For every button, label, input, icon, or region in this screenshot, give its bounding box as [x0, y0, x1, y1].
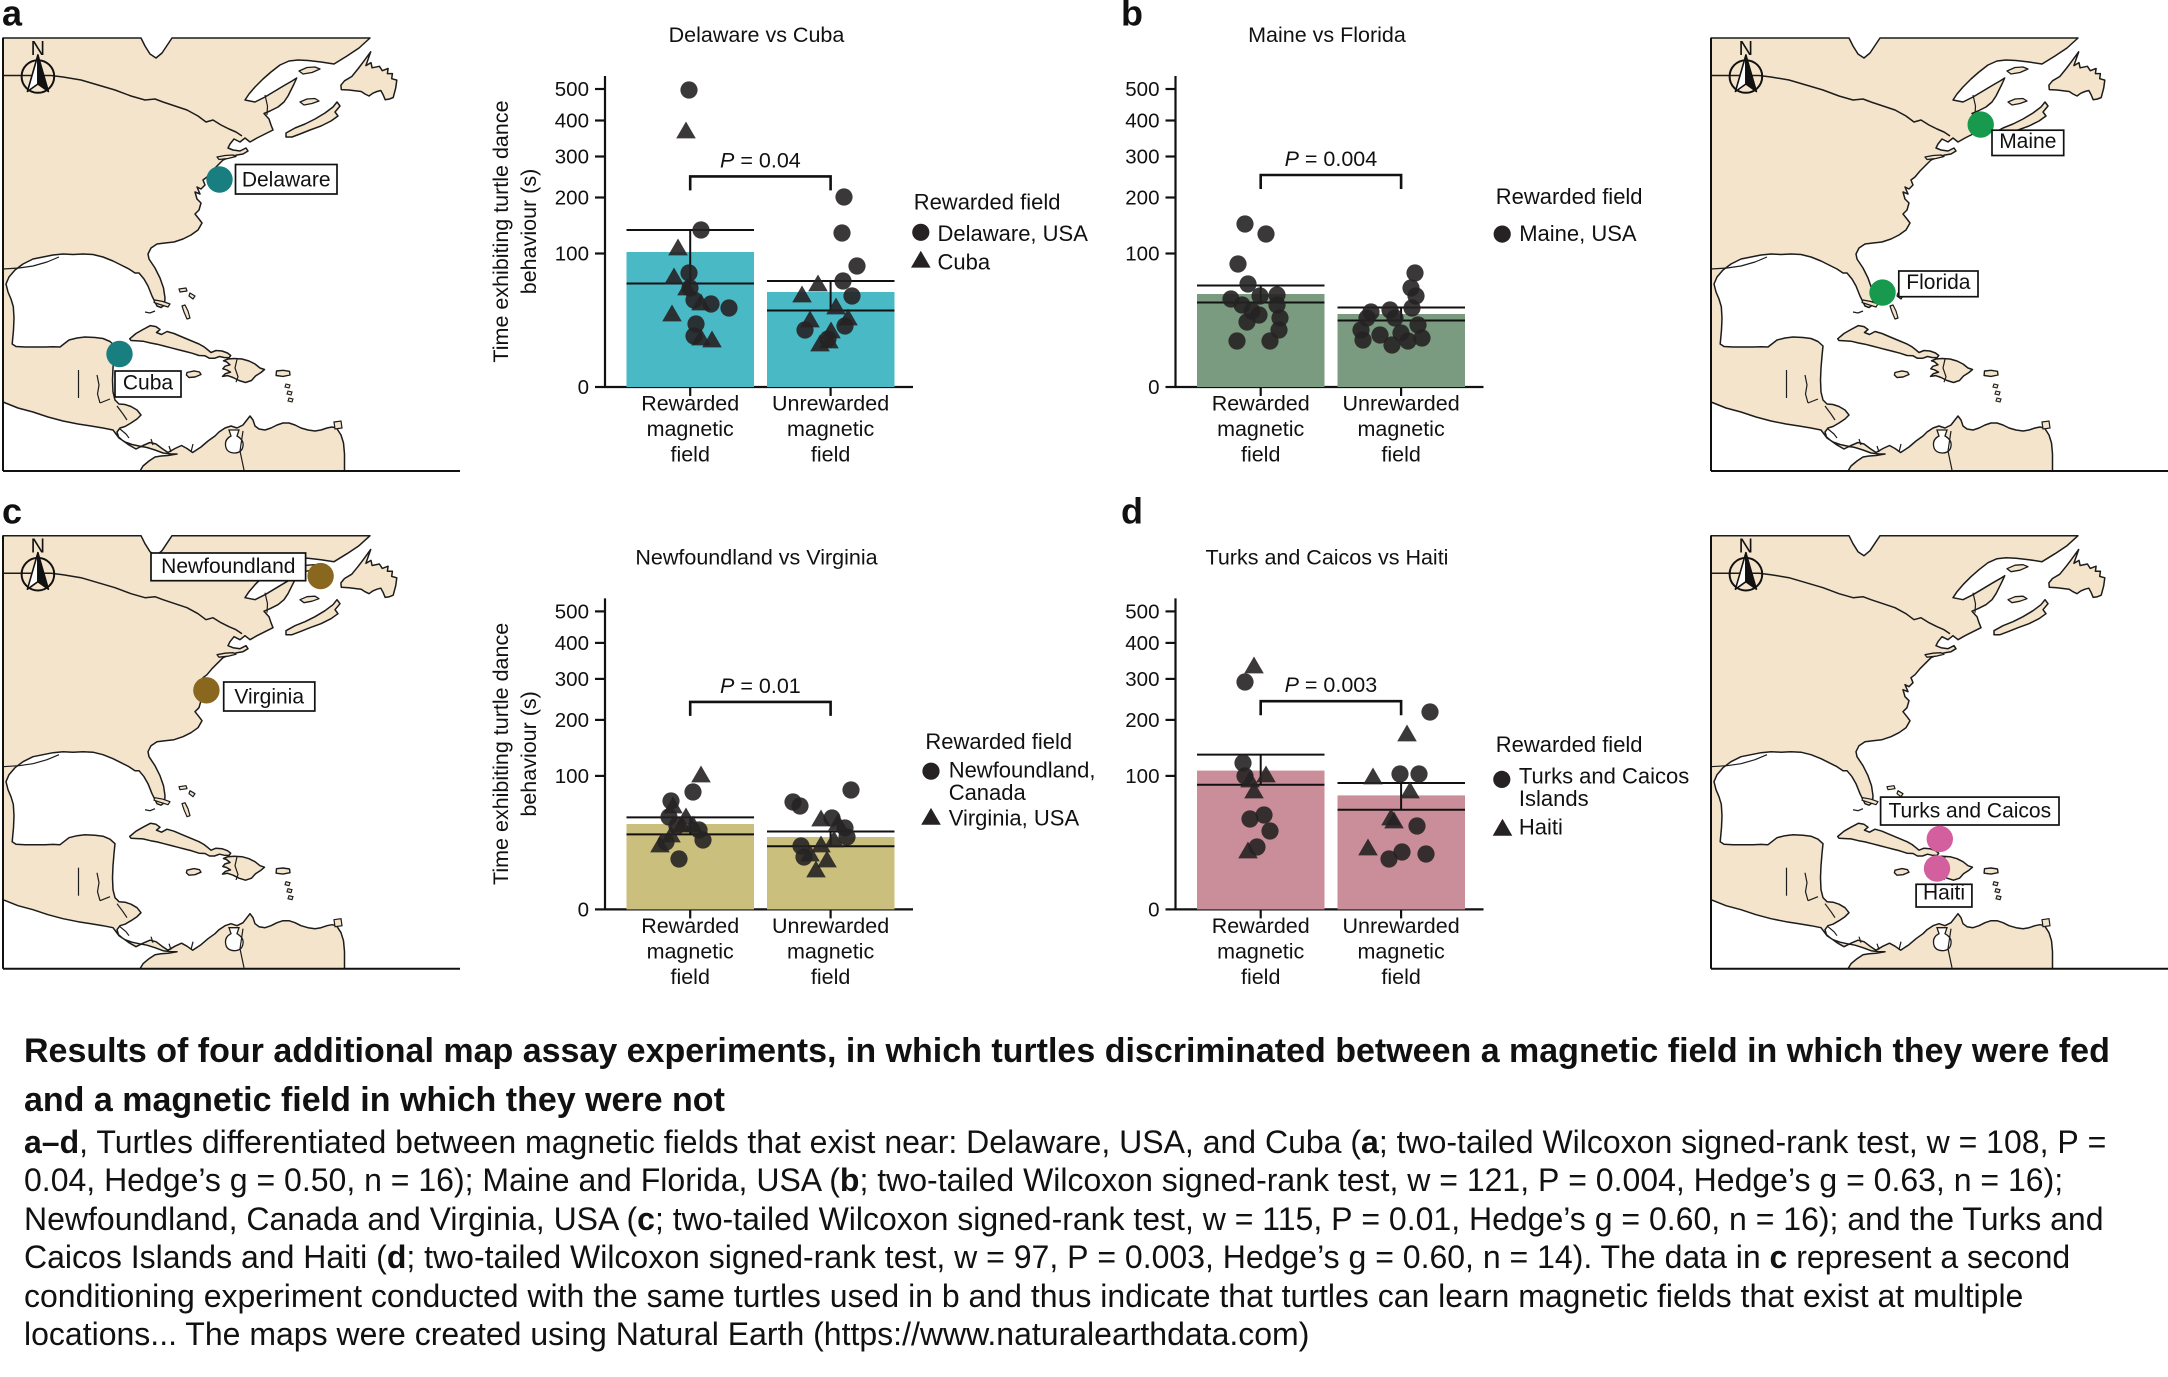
svg-text:d: d — [1121, 491, 1143, 532]
svg-text:Islands: Islands — [1519, 786, 1589, 811]
svg-text:Delaware, USA: Delaware, USA — [938, 221, 1089, 246]
svg-text:Unrewarded: Unrewarded — [772, 914, 889, 938]
svg-text:magnetic: magnetic — [647, 417, 734, 441]
svg-text:Time exhibiting turtle dance: Time exhibiting turtle dance — [489, 623, 513, 885]
svg-text:300: 300 — [555, 668, 589, 691]
svg-text:Rewarded field: Rewarded field — [1496, 184, 1643, 209]
svg-text:Turks and Caicos: Turks and Caicos — [1888, 800, 2051, 823]
svg-text:magnetic: magnetic — [787, 417, 874, 441]
svg-text:Rewarded: Rewarded — [1212, 914, 1310, 938]
svg-text:Delaware: Delaware — [242, 169, 331, 192]
svg-text:500: 500 — [1125, 600, 1159, 623]
svg-text:field: field — [1241, 443, 1280, 467]
svg-text:500: 500 — [555, 600, 589, 623]
svg-text:500: 500 — [1125, 78, 1159, 101]
svg-text:Delaware vs Cuba: Delaware vs Cuba — [669, 23, 845, 47]
svg-text:Cuba: Cuba — [123, 372, 174, 395]
svg-text:behaviour (s): behaviour (s) — [517, 169, 541, 294]
svg-text:400: 400 — [1125, 632, 1159, 655]
svg-text:Canada: Canada — [949, 780, 1027, 805]
svg-text:Rewarded field: Rewarded field — [1496, 732, 1643, 757]
svg-text:100: 100 — [555, 765, 589, 788]
svg-text:Haiti: Haiti — [1519, 815, 1563, 840]
svg-text:400: 400 — [555, 110, 589, 133]
svg-text:P = 0.004: P = 0.004 — [1285, 147, 1378, 171]
svg-text:400: 400 — [555, 632, 589, 655]
svg-text:100: 100 — [1125, 765, 1159, 788]
svg-text:Rewarded field: Rewarded field — [925, 729, 1072, 754]
svg-text:Newfoundland: Newfoundland — [161, 555, 295, 578]
svg-text:500: 500 — [555, 78, 589, 101]
svg-text:behaviour (s): behaviour (s) — [517, 691, 541, 816]
svg-text:Newfoundland,: Newfoundland, — [949, 757, 1096, 782]
svg-text:200: 200 — [1125, 187, 1159, 210]
svg-text:Cuba: Cuba — [938, 250, 991, 275]
svg-text:100: 100 — [555, 243, 589, 266]
svg-text:magnetic: magnetic — [647, 939, 734, 963]
svg-text:0: 0 — [1148, 376, 1159, 399]
svg-text:Unrewarded: Unrewarded — [1343, 392, 1460, 416]
svg-text:0: 0 — [578, 376, 589, 399]
svg-text:Maine: Maine — [1999, 130, 2056, 153]
svg-text:Rewarded field: Rewarded field — [914, 189, 1061, 214]
svg-text:Haiti: Haiti — [1923, 882, 1965, 905]
svg-text:Rewarded: Rewarded — [1212, 392, 1310, 416]
svg-text:field: field — [811, 965, 850, 989]
svg-text:Maine, USA: Maine, USA — [1519, 221, 1637, 246]
svg-text:magnetic: magnetic — [1357, 417, 1444, 441]
svg-text:200: 200 — [555, 187, 589, 210]
svg-text:Unrewarded: Unrewarded — [1343, 914, 1460, 938]
svg-text:magnetic: magnetic — [787, 939, 874, 963]
svg-text:b: b — [1121, 0, 1143, 34]
svg-text:400: 400 — [1125, 110, 1159, 133]
svg-text:a: a — [2, 0, 23, 34]
svg-text:field: field — [670, 965, 709, 989]
svg-text:magnetic: magnetic — [1217, 417, 1304, 441]
svg-text:Rewarded: Rewarded — [641, 392, 739, 416]
svg-text:magnetic: magnetic — [1357, 939, 1444, 963]
svg-text:field: field — [1241, 965, 1280, 989]
svg-text:c: c — [2, 491, 22, 532]
svg-text:Virginia, USA: Virginia, USA — [949, 806, 1080, 831]
svg-text:field: field — [1381, 443, 1420, 467]
svg-text:Newfoundland vs Virginia: Newfoundland vs Virginia — [635, 545, 877, 569]
svg-text:Florida: Florida — [1906, 271, 1971, 294]
svg-text:0: 0 — [578, 898, 589, 921]
svg-text:Turks and Caicos: Turks and Caicos — [1519, 764, 1689, 789]
svg-text:200: 200 — [555, 709, 589, 732]
svg-text:300: 300 — [1125, 146, 1159, 169]
svg-text:100: 100 — [1125, 243, 1159, 266]
svg-text:field: field — [811, 443, 850, 467]
svg-text:P = 0.01: P = 0.01 — [720, 674, 801, 698]
svg-text:field: field — [1381, 965, 1420, 989]
svg-text:Turks and Caicos vs Haiti: Turks and Caicos vs Haiti — [1206, 545, 1449, 569]
svg-text:300: 300 — [555, 146, 589, 169]
svg-text:field: field — [670, 443, 709, 467]
svg-text:magnetic: magnetic — [1217, 939, 1304, 963]
svg-text:Rewarded: Rewarded — [641, 914, 739, 938]
svg-text:200: 200 — [1125, 709, 1159, 732]
svg-text:P = 0.04: P = 0.04 — [720, 148, 801, 172]
svg-text:Unrewarded: Unrewarded — [772, 392, 889, 416]
svg-text:Virginia: Virginia — [234, 686, 304, 709]
svg-text:0: 0 — [1148, 898, 1159, 921]
svg-text:Maine vs Florida: Maine vs Florida — [1248, 23, 1406, 47]
svg-text:300: 300 — [1125, 668, 1159, 691]
svg-text:P = 0.003: P = 0.003 — [1285, 673, 1378, 697]
svg-text:Time exhibiting turtle dance: Time exhibiting turtle dance — [489, 100, 513, 362]
